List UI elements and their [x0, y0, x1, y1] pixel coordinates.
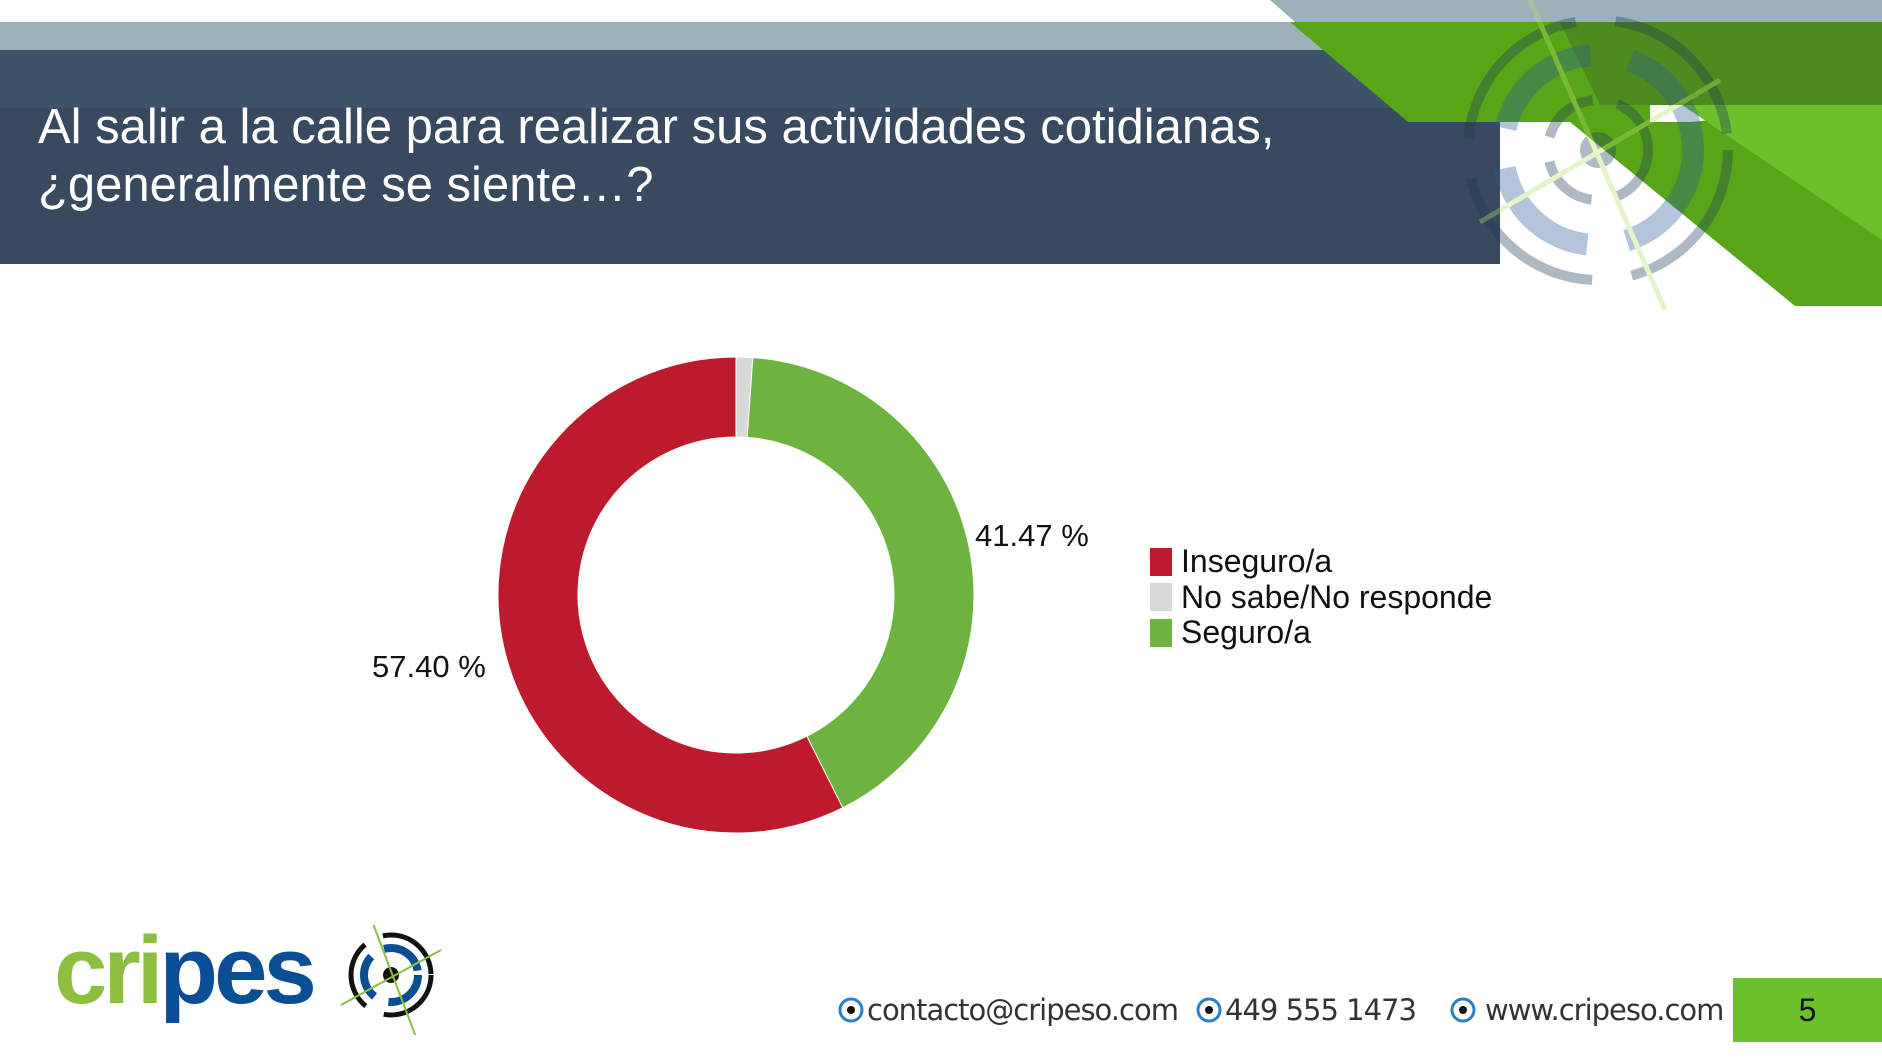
data-label-seguro: 41.47 % [975, 518, 1089, 553]
legend-swatch [1150, 618, 1172, 647]
footer-email[interactable]: contacto@cripeso.com [838, 993, 1179, 1027]
title-line-2: ¿generalmente se siente…? [38, 158, 654, 212]
legend-item-inseguro: Inseguro/a [1150, 543, 1492, 580]
title-line-1: Al salir a la calle para realizar sus ac… [38, 100, 1275, 154]
cripeso-logo: cripes [54, 925, 442, 1035]
website-text: www.cripeso.com [1485, 993, 1724, 1027]
donut-slice-no-sabe-no-responde [735, 356, 754, 438]
donut-slice-seguro-a [746, 357, 975, 809]
legend-label: Seguro/a [1181, 614, 1311, 651]
header-decoration [0, 0, 1882, 311]
legend-item-seguro: Seguro/a [1150, 614, 1492, 651]
target-icon [1196, 997, 1222, 1023]
target-icon [838, 997, 864, 1023]
svg-text:cripes: cripes [54, 925, 313, 1024]
footer-phone: 449 555 1473 [1196, 993, 1417, 1027]
legend-swatch [1150, 583, 1172, 612]
target-watermark-icon [1463, 0, 1733, 311]
donut-slice-inseguro-a [497, 356, 844, 834]
target-icon [1450, 997, 1476, 1023]
footer-website[interactable]: www.cripeso.com [1450, 993, 1724, 1027]
phone-text: 449 555 1473 [1225, 993, 1417, 1027]
chart-legend: Inseguro/a No sabe/No responde Seguro/a [1150, 543, 1493, 651]
legend-swatch [1150, 547, 1172, 576]
legend-item-no-sabe: No sabe/No responde [1150, 578, 1493, 616]
page-number: 5 [1733, 978, 1882, 1042]
page-number-text: 5 [1798, 991, 1817, 1028]
email-text: contacto@cripeso.com [867, 993, 1179, 1027]
legend-label: No sabe/No responde [1181, 578, 1493, 615]
data-label-inseguro: 57.40 % [372, 649, 486, 684]
page-title: Al salir a la calle para realizar sus ac… [38, 98, 1438, 214]
legend-label: Inseguro/a [1181, 543, 1333, 580]
